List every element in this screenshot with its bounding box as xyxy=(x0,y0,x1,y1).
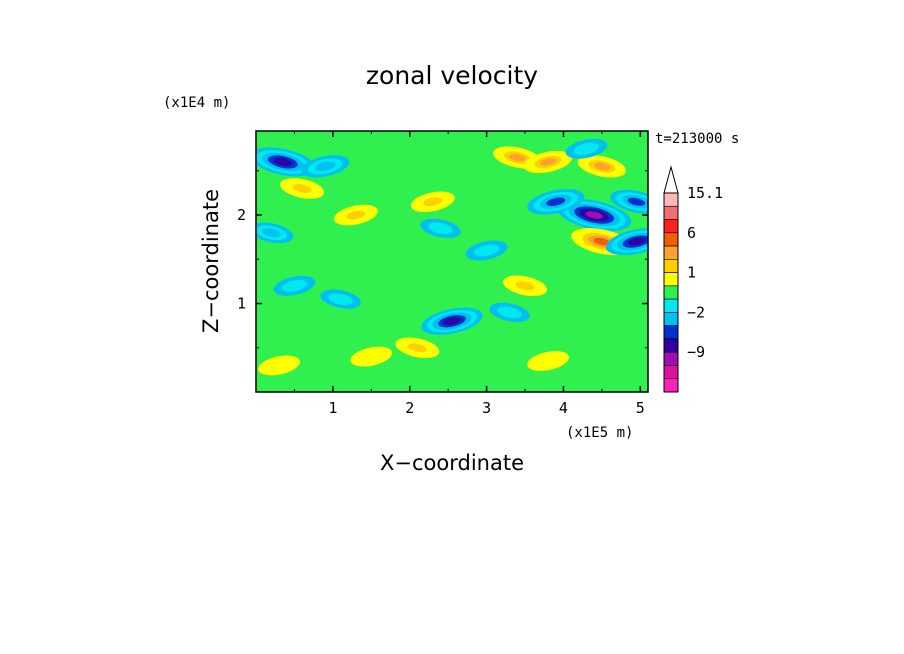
colorbar-segment xyxy=(663,351,679,366)
contour-cell xyxy=(281,279,308,292)
contour-cell xyxy=(273,158,292,166)
x-multiplier-label: (x1E5 m) xyxy=(566,425,633,441)
colorbar-frame xyxy=(663,192,679,393)
x-tick-label: 5 xyxy=(636,399,645,417)
contour-cell xyxy=(358,350,384,363)
plot-area xyxy=(255,130,649,393)
contour-cell xyxy=(292,184,312,193)
colorbar-segment xyxy=(663,245,679,260)
y-multiplier-label: (x1E4 m) xyxy=(163,95,230,111)
x-tick-label: 3 xyxy=(482,399,491,417)
colorbar-segment xyxy=(663,365,679,380)
contour-cell xyxy=(443,317,461,325)
colorbar-segment xyxy=(663,272,679,287)
contour-cell xyxy=(627,197,646,206)
x-tick-label: 4 xyxy=(559,399,568,417)
colorbar-segment xyxy=(663,285,679,300)
contour-cell xyxy=(314,161,336,172)
colorbar-segment xyxy=(663,259,679,273)
colorbar-segment xyxy=(663,325,679,340)
x-tick-label: 2 xyxy=(405,399,414,417)
contour-cell xyxy=(585,211,603,219)
plot-frame xyxy=(255,130,649,393)
contour-field xyxy=(256,138,648,376)
contour-cell xyxy=(346,210,366,220)
contour-cell xyxy=(474,244,500,257)
colorbar-label: 6 xyxy=(687,224,696,242)
contour-cell xyxy=(261,228,281,238)
contour-cell xyxy=(423,197,443,207)
chart-title: zonal velocity xyxy=(366,61,538,90)
contour-cell xyxy=(593,237,611,246)
contour-cell xyxy=(266,359,292,372)
x-tick-label: 1 xyxy=(328,399,337,417)
colorbar-segment xyxy=(663,338,679,353)
contour-cell xyxy=(593,162,610,171)
contour-cell xyxy=(546,197,566,207)
contour-cell xyxy=(540,158,557,166)
colorbar-label: 1 xyxy=(687,264,696,282)
colorbar-label: −2 xyxy=(687,303,705,321)
x-axis: 1 2 3 4 5 xyxy=(293,131,645,417)
y-tick-label: 2 xyxy=(237,206,246,224)
y-axis-label: Z−coordinate xyxy=(199,189,223,333)
contour-cell xyxy=(497,306,522,319)
colorbar-segment xyxy=(663,378,679,393)
contour-cell xyxy=(407,343,427,353)
contour-cell xyxy=(509,153,526,162)
time-label: t=213000 s xyxy=(655,131,739,147)
colorbar-segment xyxy=(663,298,679,313)
y-axis: 12 xyxy=(237,170,648,349)
colorbar-segment xyxy=(663,232,679,247)
colorbar-label: 15.1 xyxy=(687,184,723,202)
colorbar-segment xyxy=(663,192,679,207)
colorbar: 15.1 6 1 −2 −9 xyxy=(663,165,723,393)
colorbar-segment xyxy=(663,219,679,234)
contour-cell xyxy=(573,142,600,155)
colorbar-segment xyxy=(663,312,679,326)
y-tick-label: 1 xyxy=(237,295,246,313)
contour-cell xyxy=(535,355,561,367)
colorbar-segment xyxy=(663,205,679,220)
x-axis-label: X−coordinate xyxy=(380,451,524,475)
contour-cell xyxy=(428,222,453,235)
contour-cell xyxy=(328,293,353,305)
contour-cell xyxy=(628,237,645,246)
contour-cell xyxy=(515,281,535,291)
colorbar-label: −9 xyxy=(687,343,705,361)
colorbar-arrow xyxy=(663,165,679,194)
